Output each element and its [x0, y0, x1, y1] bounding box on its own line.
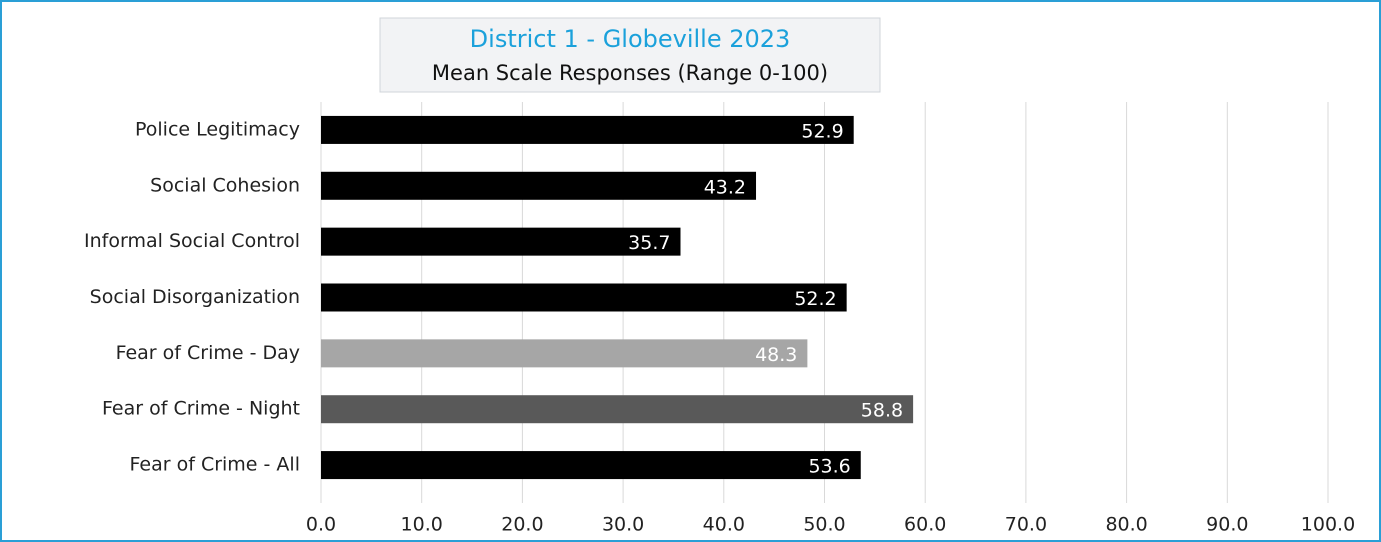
bar — [321, 115, 854, 144]
x-tick-label: 90.0 — [1206, 514, 1248, 536]
y-tick-label: Fear of Crime - Day — [116, 342, 300, 364]
x-tick-label: 30.0 — [602, 514, 644, 536]
x-tick-label: 80.0 — [1105, 514, 1147, 536]
y-tick-label: Fear of Crime - All — [130, 454, 300, 476]
bar — [321, 227, 681, 256]
x-tick-label: 10.0 — [401, 514, 443, 536]
chart-title: District 1 - Globeville 2023 — [470, 25, 791, 53]
bar — [321, 339, 808, 368]
data-label: 53.6 — [808, 456, 850, 478]
y-tick-label: Social Cohesion — [150, 174, 300, 196]
bar — [321, 395, 914, 424]
x-tick-label: 70.0 — [1005, 514, 1047, 536]
bar — [321, 171, 757, 200]
data-label: 43.2 — [704, 176, 746, 198]
data-label: 48.3 — [755, 344, 797, 366]
x-tick-label: 50.0 — [803, 514, 845, 536]
title-box — [379, 17, 881, 93]
y-tick-label: Informal Social Control — [84, 230, 300, 252]
data-label: 52.2 — [794, 288, 836, 310]
x-tick-label: 60.0 — [904, 514, 946, 536]
data-label: 35.7 — [628, 232, 670, 254]
x-tick-label: 40.0 — [703, 514, 745, 536]
data-label: 58.8 — [861, 400, 903, 422]
y-tick-label: Fear of Crime - Night — [102, 398, 300, 420]
bar — [321, 283, 847, 312]
x-tick-label: 100.0 — [1301, 514, 1355, 536]
bar — [321, 451, 861, 480]
y-tick-label: Police Legitimacy — [135, 118, 300, 140]
y-tick-label: Social Disorganization — [90, 286, 300, 308]
data-label: 52.9 — [801, 120, 843, 142]
x-tick-label: 20.0 — [501, 514, 543, 536]
chart-subtitle: Mean Scale Responses (Range 0-100) — [432, 61, 828, 85]
x-tick-label: 0.0 — [306, 514, 336, 536]
